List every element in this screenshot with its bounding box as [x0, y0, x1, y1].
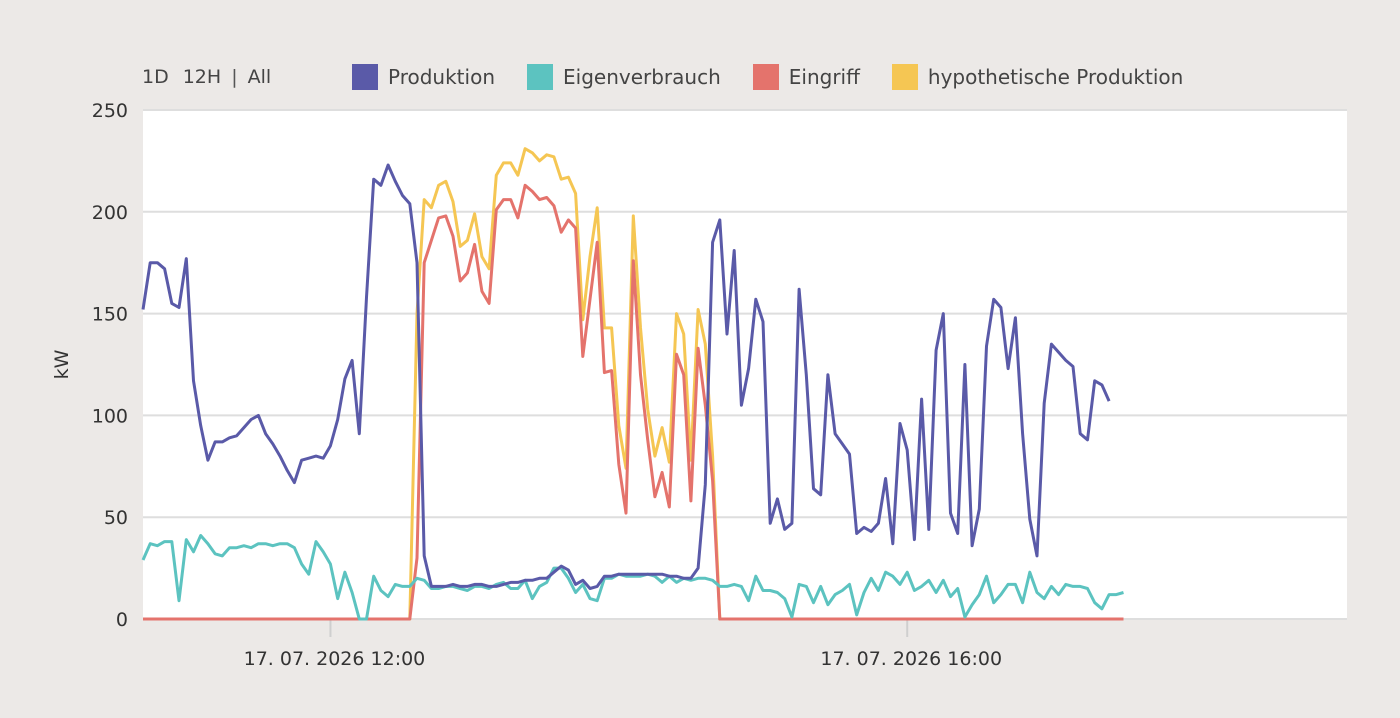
x-axis: 17. 07. 2026 12:00 17. 07. 2026 16:00: [244, 619, 1002, 670]
range-all-button[interactable]: All: [247, 66, 272, 88]
series-line-produktion: [141, 163, 1111, 590]
y-tick-label: 100: [92, 405, 128, 427]
legend-label: Produktion: [388, 65, 495, 89]
y-tick-label: 50: [104, 507, 128, 529]
range-12h-button[interactable]: 12H: [182, 66, 222, 88]
legend-item-hypothetische-produktion[interactable]: hypothetische Produktion: [891, 64, 1184, 90]
x-tick-label: 17. 07. 2026 16:00: [820, 648, 1002, 670]
legend-swatch: [352, 64, 378, 90]
range-selector: 1D 12H | All: [138, 64, 275, 90]
x-tick-label: 17. 07. 2026 12:00: [244, 648, 426, 670]
plot-area: [143, 110, 1347, 619]
legend-item-produktion[interactable]: Produktion: [352, 64, 495, 90]
range-separator: |: [231, 66, 238, 88]
series-line-eigenverbrauch: [141, 534, 1124, 621]
legend-swatch: [891, 64, 918, 90]
series-lines: [141, 147, 1124, 621]
legend-swatch: [752, 64, 779, 90]
chart-legend: Produktion Eigenverbrauch Eingriff hypothet…: [352, 62, 1215, 92]
legend-label: Eigenverbrauch: [563, 65, 721, 89]
y-tick-label: 150: [92, 304, 128, 326]
series-line-eingriff: [143, 183, 1124, 621]
y-tick-label: 200: [92, 202, 128, 224]
y-tick-label: 250: [92, 100, 128, 122]
legend-item-eigenverbrauch[interactable]: Eigenverbrauch: [527, 64, 721, 90]
y-tick-label: 0: [116, 609, 128, 631]
legend-item-eingriff[interactable]: Eingriff: [752, 64, 860, 90]
y-axis-label: kW: [51, 349, 73, 379]
range-1d-button[interactable]: 1D: [142, 66, 169, 88]
legend-label: hypothetische Produktion: [927, 65, 1184, 89]
legend-swatch: [527, 64, 553, 90]
legend-label: Eingriff: [788, 65, 860, 89]
y-axis: 0 50 100 150 200 250: [92, 100, 128, 631]
